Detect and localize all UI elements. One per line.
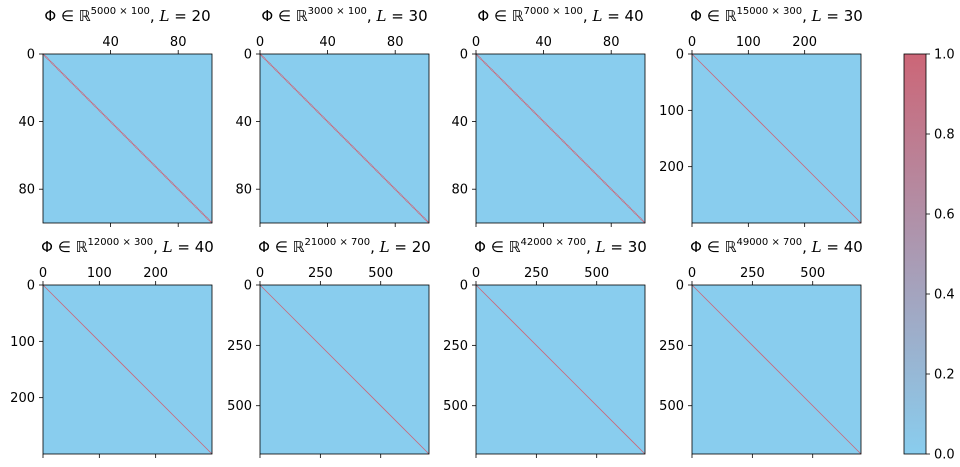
x-tick-label: 250 [740,266,765,281]
x-tick-label: 40 [319,35,336,50]
y-tick-label: 500 [443,399,468,414]
panel-title: Φ ∈ ℝ7000 × 100, L = 40 [477,6,643,25]
colorbar-tick-label: 0.4 [934,288,955,303]
diagonal-values [475,284,646,455]
x-tick-label: 200 [792,35,817,50]
x-tick-label: 0 [256,266,264,281]
y-tick-label: 0 [676,279,684,294]
axes-frame [475,53,646,224]
y-tick-label: 0 [676,48,684,63]
y-tick-label: 80 [451,183,468,198]
panel-title: Φ ∈ ℝ21000 × 700, L = 20 [258,237,431,256]
axes-frame [42,284,213,455]
axes-frame [259,53,430,224]
x-tick-label: 500 [800,266,825,281]
y-tick-label: 80 [18,183,35,198]
x-tick-label: 0 [39,266,47,281]
x-tick-label: 80 [603,35,620,50]
x-tick-label: 0 [256,35,264,50]
heatmap-panel-6: 0 250 500 0 250 500 Φ ∈ ℝ21000 × 700, L = 20 [227,237,431,458]
y-tick-label: 0 [27,279,35,294]
y-tick-label: 40 [451,115,468,130]
diagonal-values [691,284,862,455]
axes-frame [42,53,213,224]
colorbar-tick-label: 0.6 [934,208,955,223]
heatmap-panel-4: 0 100 200 0 100 200 Φ ∈ ℝ15000 × 300, L = 30 [659,6,863,227]
x-tick-label: 250 [524,266,549,281]
y-tick-label: 0 [27,48,35,63]
axes-frame [259,284,430,455]
y-tick-label: 250 [659,339,684,354]
y-tick-label: 40 [235,115,252,130]
diagonal-values [259,53,430,224]
panel-title: Φ ∈ ℝ5000 × 100, L = 20 [44,6,210,25]
heatmap-panel-3: 0 40 80 0 40 80 Φ ∈ ℝ7000 × 100, L = 40 [451,6,646,227]
x-tick-label: 250 [308,266,333,281]
colorbar: 0.0 0.2 0.4 0.6 0.8 1.0 [903,48,955,463]
colorbar-tick-label: 1.0 [934,48,955,63]
diagonal-values [42,284,213,455]
panel-title: Φ ∈ ℝ15000 × 300, L = 30 [690,6,863,25]
diagonal-values [259,284,430,455]
x-tick-label: 80 [170,35,187,50]
x-tick-label: 100 [736,35,761,50]
diagonal-values [475,53,646,224]
panel-title: Φ ∈ ℝ49000 × 700, L = 40 [690,237,863,256]
panel-title: Φ ∈ ℝ12000 × 300, L = 40 [41,237,214,256]
x-tick-label: 0 [688,266,696,281]
y-tick-label: 0 [244,279,252,294]
colorbar-tick-label: 0.0 [934,448,955,463]
y-tick-label: 80 [235,183,252,198]
y-tick-label: 100 [659,104,684,119]
heatmap-panel-2: 0 40 80 0 40 80 Φ ∈ ℝ3000 × 100, L = 30 [235,6,430,227]
x-tick-label: 100 [87,266,112,281]
y-tick-label: 0 [460,48,468,63]
y-tick-label: 0 [460,279,468,294]
x-tick-label: 200 [143,266,168,281]
y-tick-label: 500 [227,399,252,414]
heatmap-panel-5: 0 100 200 0 100 200 Φ ∈ ℝ12000 × 300, L = 40 [10,237,214,458]
x-tick-label: 0 [472,266,480,281]
heatmap-panel-8: 0 250 500 0 250 500 Φ ∈ ℝ49000 × 700, L = 40 [659,237,863,458]
colorbar-gradient [903,53,927,455]
x-tick-label: 500 [584,266,609,281]
y-tick-label: 250 [227,339,252,354]
y-tick-label: 200 [659,160,684,175]
diagonal-values [42,53,213,224]
colorbar-tick-label: 0.8 [934,128,955,143]
y-tick-label: 100 [10,335,35,350]
axes-frame [691,284,862,455]
x-tick-label: 0 [688,35,696,50]
axes-frame [475,284,646,455]
panel-title: Φ ∈ ℝ42000 × 700, L = 30 [474,237,647,256]
heatmap-panel-7: 0 250 500 0 250 500 Φ ∈ ℝ42000 × 700, L = 30 [443,237,647,458]
y-tick-label: 500 [659,399,684,414]
y-tick-label: 250 [443,339,468,354]
x-tick-label: 40 [535,35,552,50]
axes-frame [691,53,862,224]
x-tick-label: 80 [387,35,404,50]
heatmap-panel-1: 40 80 0 40 80 Φ ∈ ℝ5000 × 100, L = 20 [18,6,213,227]
y-tick-label: 0 [244,48,252,63]
x-tick-label: 0 [472,35,480,50]
x-tick-label: 500 [368,266,393,281]
panel-title: Φ ∈ ℝ3000 × 100, L = 30 [261,6,427,25]
y-tick-label: 40 [18,115,35,130]
x-tick-label: 40 [102,35,119,50]
diagonal-values [691,53,862,224]
y-tick-label: 200 [10,391,35,406]
colorbar-tick-label: 0.2 [934,368,955,383]
